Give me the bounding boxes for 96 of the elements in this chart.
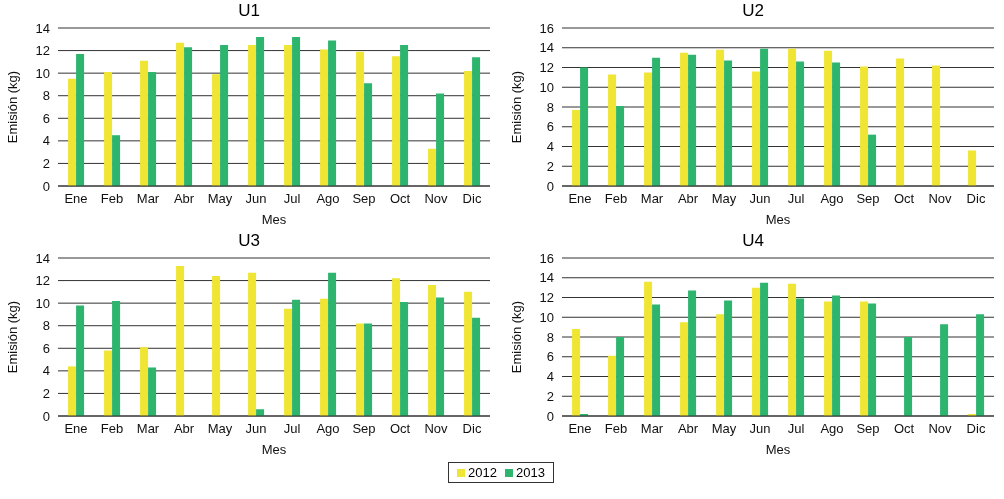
y-tick-label: 12 <box>539 60 554 76</box>
x-tick-label: Sep <box>352 421 376 437</box>
x-tick-label: Dic <box>462 421 482 437</box>
y-tick-label: 16 <box>539 20 554 36</box>
y-tick-label: 0 <box>546 408 554 424</box>
x-tick-label: May <box>711 191 737 207</box>
y-tick-label: 14 <box>539 40 554 56</box>
y-axis-title: Emisión (kg) <box>508 70 524 144</box>
x-tick-label: Jul <box>787 191 805 207</box>
x-tick-label: Nov <box>424 421 449 437</box>
x-axis-title: Mes <box>261 442 287 457</box>
x-tick-label: Feb <box>100 191 124 207</box>
x-tick-label: Ago <box>316 191 340 207</box>
x-tick-label: Feb <box>604 191 628 207</box>
legend-label: 2012 <box>467 465 497 480</box>
x-tick-label: Dic <box>966 421 986 437</box>
x-tick-label: Jun <box>749 191 771 207</box>
x-tick-label: Mar <box>640 191 664 207</box>
x-tick-label: Jun <box>245 421 267 437</box>
x-tick-label: Feb <box>604 421 628 437</box>
x-tick-label: Ago <box>820 421 844 437</box>
x-tick-label: Jul <box>283 421 301 437</box>
x-tick-label: Jul <box>787 421 805 437</box>
y-tick-label: 8 <box>546 329 554 345</box>
y-tick-label: 4 <box>42 363 50 379</box>
y-tick-label: 0 <box>42 408 50 424</box>
x-tick-label: Nov <box>928 191 953 207</box>
y-tick-label: 2 <box>42 386 50 402</box>
y-axis-title: Emisión (kg) <box>4 300 20 374</box>
y-tick-label: 4 <box>42 133 50 149</box>
chart-title: U1 <box>237 0 261 22</box>
y-tick-label: 0 <box>42 178 50 194</box>
x-tick-label: Abr <box>677 191 699 207</box>
y-tick-label: 12 <box>35 43 50 59</box>
chart-title: U3 <box>237 230 261 252</box>
y-axis-title: Emisión (kg) <box>4 70 20 144</box>
y-tick-label: 8 <box>546 99 554 115</box>
x-tick-label: Sep <box>856 421 880 437</box>
x-tick-label: May <box>711 421 737 437</box>
x-axis-title: Mes <box>765 442 791 457</box>
y-tick-label: 12 <box>35 273 50 289</box>
y-tick-label: 10 <box>539 79 554 95</box>
x-tick-label: Ene <box>568 421 592 437</box>
x-tick-label: Abr <box>173 191 195 207</box>
chart-title: U4 <box>741 230 765 252</box>
y-tick-label: 10 <box>35 295 50 311</box>
x-tick-label: Nov <box>928 421 953 437</box>
x-tick-label: Abr <box>173 421 195 437</box>
y-tick-label: 14 <box>35 20 50 36</box>
y-tick-label: 14 <box>539 270 554 286</box>
x-tick-label: Abr <box>677 421 699 437</box>
y-tick-label: 8 <box>42 318 50 334</box>
x-tick-label: Ago <box>820 191 844 207</box>
y-tick-label: 8 <box>42 88 50 104</box>
x-tick-label: Ago <box>316 421 340 437</box>
y-tick-label: 6 <box>42 340 50 356</box>
x-axis-title: Mes <box>765 212 791 227</box>
x-tick-label: Mar <box>136 421 160 437</box>
x-tick-label: Oct <box>389 191 411 207</box>
x-tick-label: Mar <box>136 191 160 207</box>
x-tick-label: Ene <box>64 421 88 437</box>
x-tick-label: Jun <box>749 421 771 437</box>
y-tick-label: 0 <box>546 178 554 194</box>
y-tick-label: 2 <box>546 388 554 404</box>
y-tick-label: 16 <box>539 250 554 266</box>
y-tick-label: 14 <box>35 250 50 266</box>
x-tick-label: May <box>207 191 233 207</box>
y-tick-label: 6 <box>42 110 50 126</box>
x-tick-label: Oct <box>389 421 411 437</box>
x-tick-label: Jun <box>245 191 267 207</box>
x-axis-title: Mes <box>261 212 287 227</box>
chart-title: U2 <box>741 0 765 22</box>
x-tick-label: Sep <box>352 191 376 207</box>
x-tick-label: Oct <box>893 191 915 207</box>
x-tick-label: Jul <box>283 191 301 207</box>
y-tick-label: 4 <box>546 369 554 385</box>
y-tick-label: 10 <box>35 65 50 81</box>
legend-label: 2013 <box>515 465 545 480</box>
x-tick-label: Ene <box>568 191 592 207</box>
x-tick-label: Nov <box>424 191 449 207</box>
y-tick-label: 10 <box>539 309 554 325</box>
y-tick-label: 4 <box>546 139 554 155</box>
y-tick-label: 12 <box>539 290 554 306</box>
y-tick-label: 6 <box>546 349 554 365</box>
x-tick-label: Dic <box>966 191 986 207</box>
x-tick-label: Feb <box>100 421 124 437</box>
y-tick-label: 2 <box>546 158 554 174</box>
x-tick-label: Sep <box>856 191 880 207</box>
x-tick-label: Dic <box>462 191 482 207</box>
x-tick-label: May <box>207 421 233 437</box>
x-tick-label: Oct <box>893 421 915 437</box>
x-tick-label: Ene <box>64 191 88 207</box>
y-tick-label: 2 <box>42 156 50 172</box>
x-tick-label: Mar <box>640 421 664 437</box>
y-tick-label: 6 <box>546 119 554 135</box>
y-axis-title: Emisión (kg) <box>508 300 524 374</box>
